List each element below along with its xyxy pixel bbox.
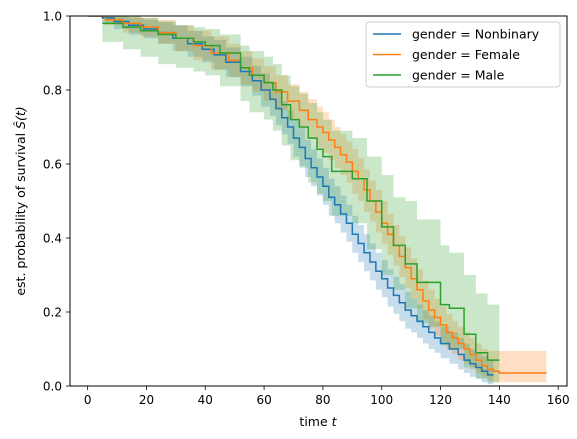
y-axis-label: est. probability of survival Ŝ(t) (13, 106, 28, 295)
gender-female-line (96, 16, 547, 374)
x-tick-label: 0 (84, 393, 92, 407)
y-tick-label: 0.4 (43, 232, 62, 246)
confidence-bands (87, 16, 547, 385)
plot-frame (69, 15, 568, 387)
legend: gender = Nonbinary gender = Female gender … (365, 21, 561, 88)
x-tick-label: 100 (370, 393, 393, 407)
y-tick-label: 0.8 (43, 84, 62, 98)
legend-box (365, 21, 561, 88)
x-tick-label: 140 (488, 393, 511, 407)
survival-curves (87, 16, 547, 376)
x-tick-label: 80 (315, 393, 330, 407)
y-tick-label: 0.2 (43, 306, 62, 320)
gender-nonbinary-confidence-band (87, 16, 494, 385)
x-tick-label: 20 (139, 393, 154, 407)
x-axis: 0 20 40 60 80 100 120 140 160 (84, 386, 570, 407)
gender-nonbinary-line (87, 16, 494, 376)
legend-label: gender = Nonbinary (412, 27, 540, 42)
y-tick-label: 0.6 (43, 158, 62, 172)
y-axis: 0.0 0.2 0.4 0.6 0.8 1.0 (43, 10, 70, 394)
y-tick-label: 1.0 (43, 10, 62, 24)
x-tick-label: 40 (198, 393, 213, 407)
legend-label: gender = Male (412, 68, 505, 83)
gender-male-confidence-band (102, 16, 500, 383)
x-tick-label: 160 (547, 393, 570, 407)
legend-label: gender = Female (412, 47, 520, 62)
gender-male-line (102, 22, 500, 361)
y-tick-label: 0.0 (43, 380, 62, 394)
gender-female-confidence-band (96, 16, 547, 383)
x-tick-label: 120 (429, 393, 452, 407)
x-axis-label: time t (299, 414, 337, 429)
x-tick-label: 60 (256, 393, 271, 407)
